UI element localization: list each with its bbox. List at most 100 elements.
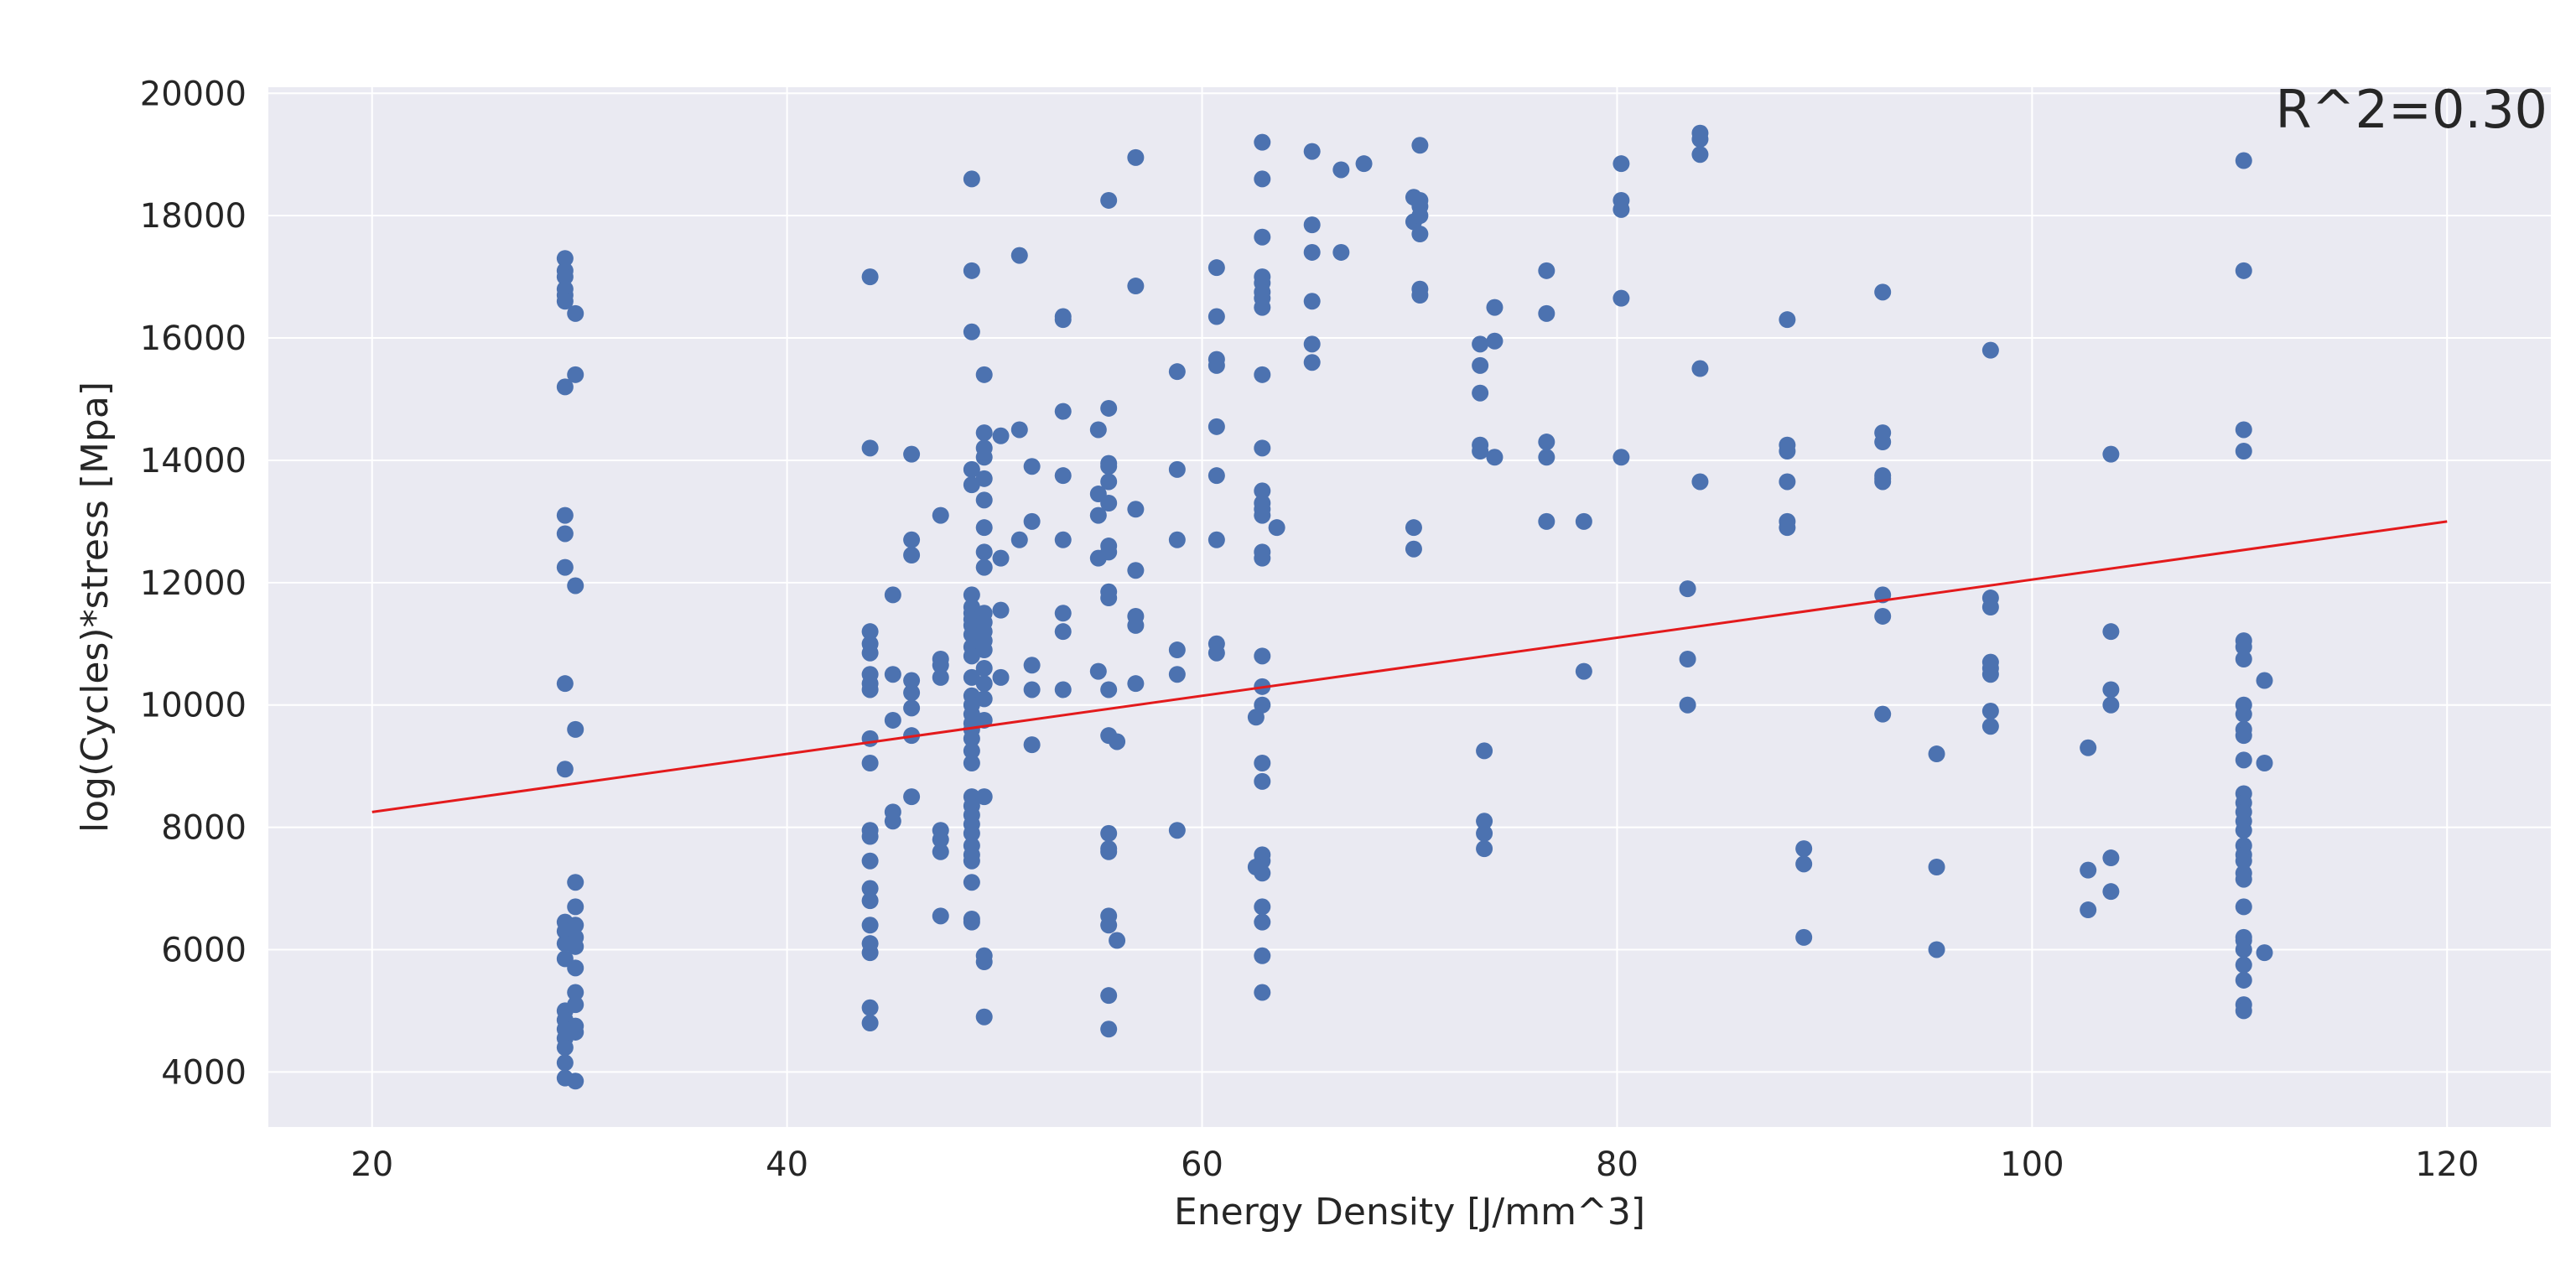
r-squared-annotation: R^2=0.30 [2276, 79, 2547, 140]
data-point [1486, 449, 1504, 466]
data-point [903, 547, 921, 564]
data-point [1486, 299, 1504, 316]
x-tick-label: 40 [766, 1145, 808, 1184]
data-point [1981, 718, 1999, 735]
data-point [1254, 439, 1271, 457]
data-point [1779, 473, 1796, 491]
data-point [1538, 512, 1555, 530]
data-point [1538, 449, 1555, 466]
data-point [861, 1015, 879, 1031]
data-point [1010, 421, 1028, 439]
x-tick-label: 100 [2000, 1145, 2064, 1184]
data-point [1254, 947, 1271, 964]
data-point [1411, 226, 1429, 243]
data-point [1679, 651, 1696, 667]
data-point [1679, 580, 1696, 598]
data-point [2256, 672, 2273, 689]
data-point [567, 720, 584, 738]
data-point [567, 366, 584, 383]
y-tick-label: 12000 [140, 564, 247, 603]
data-point [1303, 293, 1321, 310]
data-point [1538, 434, 1555, 451]
data-point [1476, 813, 1493, 830]
data-point [975, 675, 993, 693]
data-point [975, 558, 993, 576]
data-point [567, 984, 584, 1001]
data-point [1023, 657, 1041, 674]
data-point [1010, 531, 1028, 548]
data-point [861, 439, 879, 457]
data-point [884, 711, 901, 729]
data-point [2235, 421, 2252, 439]
data-point [567, 304, 584, 322]
data-point [1928, 745, 1945, 763]
data-point [556, 1054, 574, 1072]
data-point [1109, 733, 1126, 750]
data-point [567, 898, 584, 916]
data-point [992, 668, 1010, 686]
data-point [963, 323, 980, 340]
data-point [992, 427, 1010, 444]
data-point [1127, 675, 1145, 693]
data-point [1476, 840, 1493, 858]
data-point [2102, 681, 2120, 699]
data-point [1874, 473, 1892, 491]
x-axis-label: Energy Density [J/mm^3] [1174, 1191, 1645, 1233]
data-point [861, 828, 879, 845]
data-point [556, 525, 574, 543]
data-point [963, 852, 980, 870]
data-point [1023, 458, 1041, 475]
data-point [932, 907, 949, 925]
data-point [1613, 155, 1630, 173]
data-point [1054, 681, 1072, 699]
data-point [1254, 366, 1271, 383]
x-tick-label: 20 [351, 1145, 393, 1184]
data-point [1054, 311, 1072, 329]
data-point [1168, 531, 1186, 548]
data-point [1981, 666, 1999, 683]
data-point [1168, 460, 1186, 478]
data-point [1127, 562, 1145, 579]
data-point [861, 268, 879, 286]
data-point [932, 843, 949, 860]
data-point [1254, 865, 1271, 882]
data-point [1575, 512, 1592, 530]
data-point [2102, 623, 2120, 641]
data-point [992, 549, 1010, 567]
data-point [1679, 696, 1696, 714]
data-point [2102, 445, 2120, 463]
data-point [1127, 501, 1145, 518]
y-tick-label: 18000 [140, 197, 247, 236]
data-point [1254, 482, 1271, 500]
data-point [903, 445, 921, 463]
data-point [2256, 944, 2273, 962]
data-point [1981, 341, 1999, 359]
data-point [2235, 870, 2252, 888]
data-point [1100, 458, 1118, 475]
data-point [1089, 506, 1107, 524]
data-point [1054, 623, 1072, 641]
y-tick-label: 6000 [161, 931, 247, 969]
data-point [903, 531, 921, 548]
data-point [963, 730, 980, 747]
data-point [932, 831, 949, 849]
data-point [861, 730, 879, 747]
data-point [975, 491, 993, 509]
data-point [1411, 137, 1429, 154]
plot-background [268, 87, 2551, 1127]
data-point [2235, 971, 2252, 989]
data-point [1795, 855, 1813, 873]
data-point [975, 449, 993, 466]
data-point [963, 262, 980, 279]
data-point [1100, 1021, 1118, 1038]
data-point [1254, 549, 1271, 567]
data-point [1411, 287, 1429, 304]
data-point [1089, 662, 1107, 680]
data-point [861, 755, 879, 771]
data-point [1100, 917, 1118, 934]
data-point [2235, 651, 2252, 667]
data-point [2235, 898, 2252, 916]
data-point [861, 623, 879, 641]
data-point [1254, 133, 1271, 151]
data-point [1254, 647, 1271, 665]
